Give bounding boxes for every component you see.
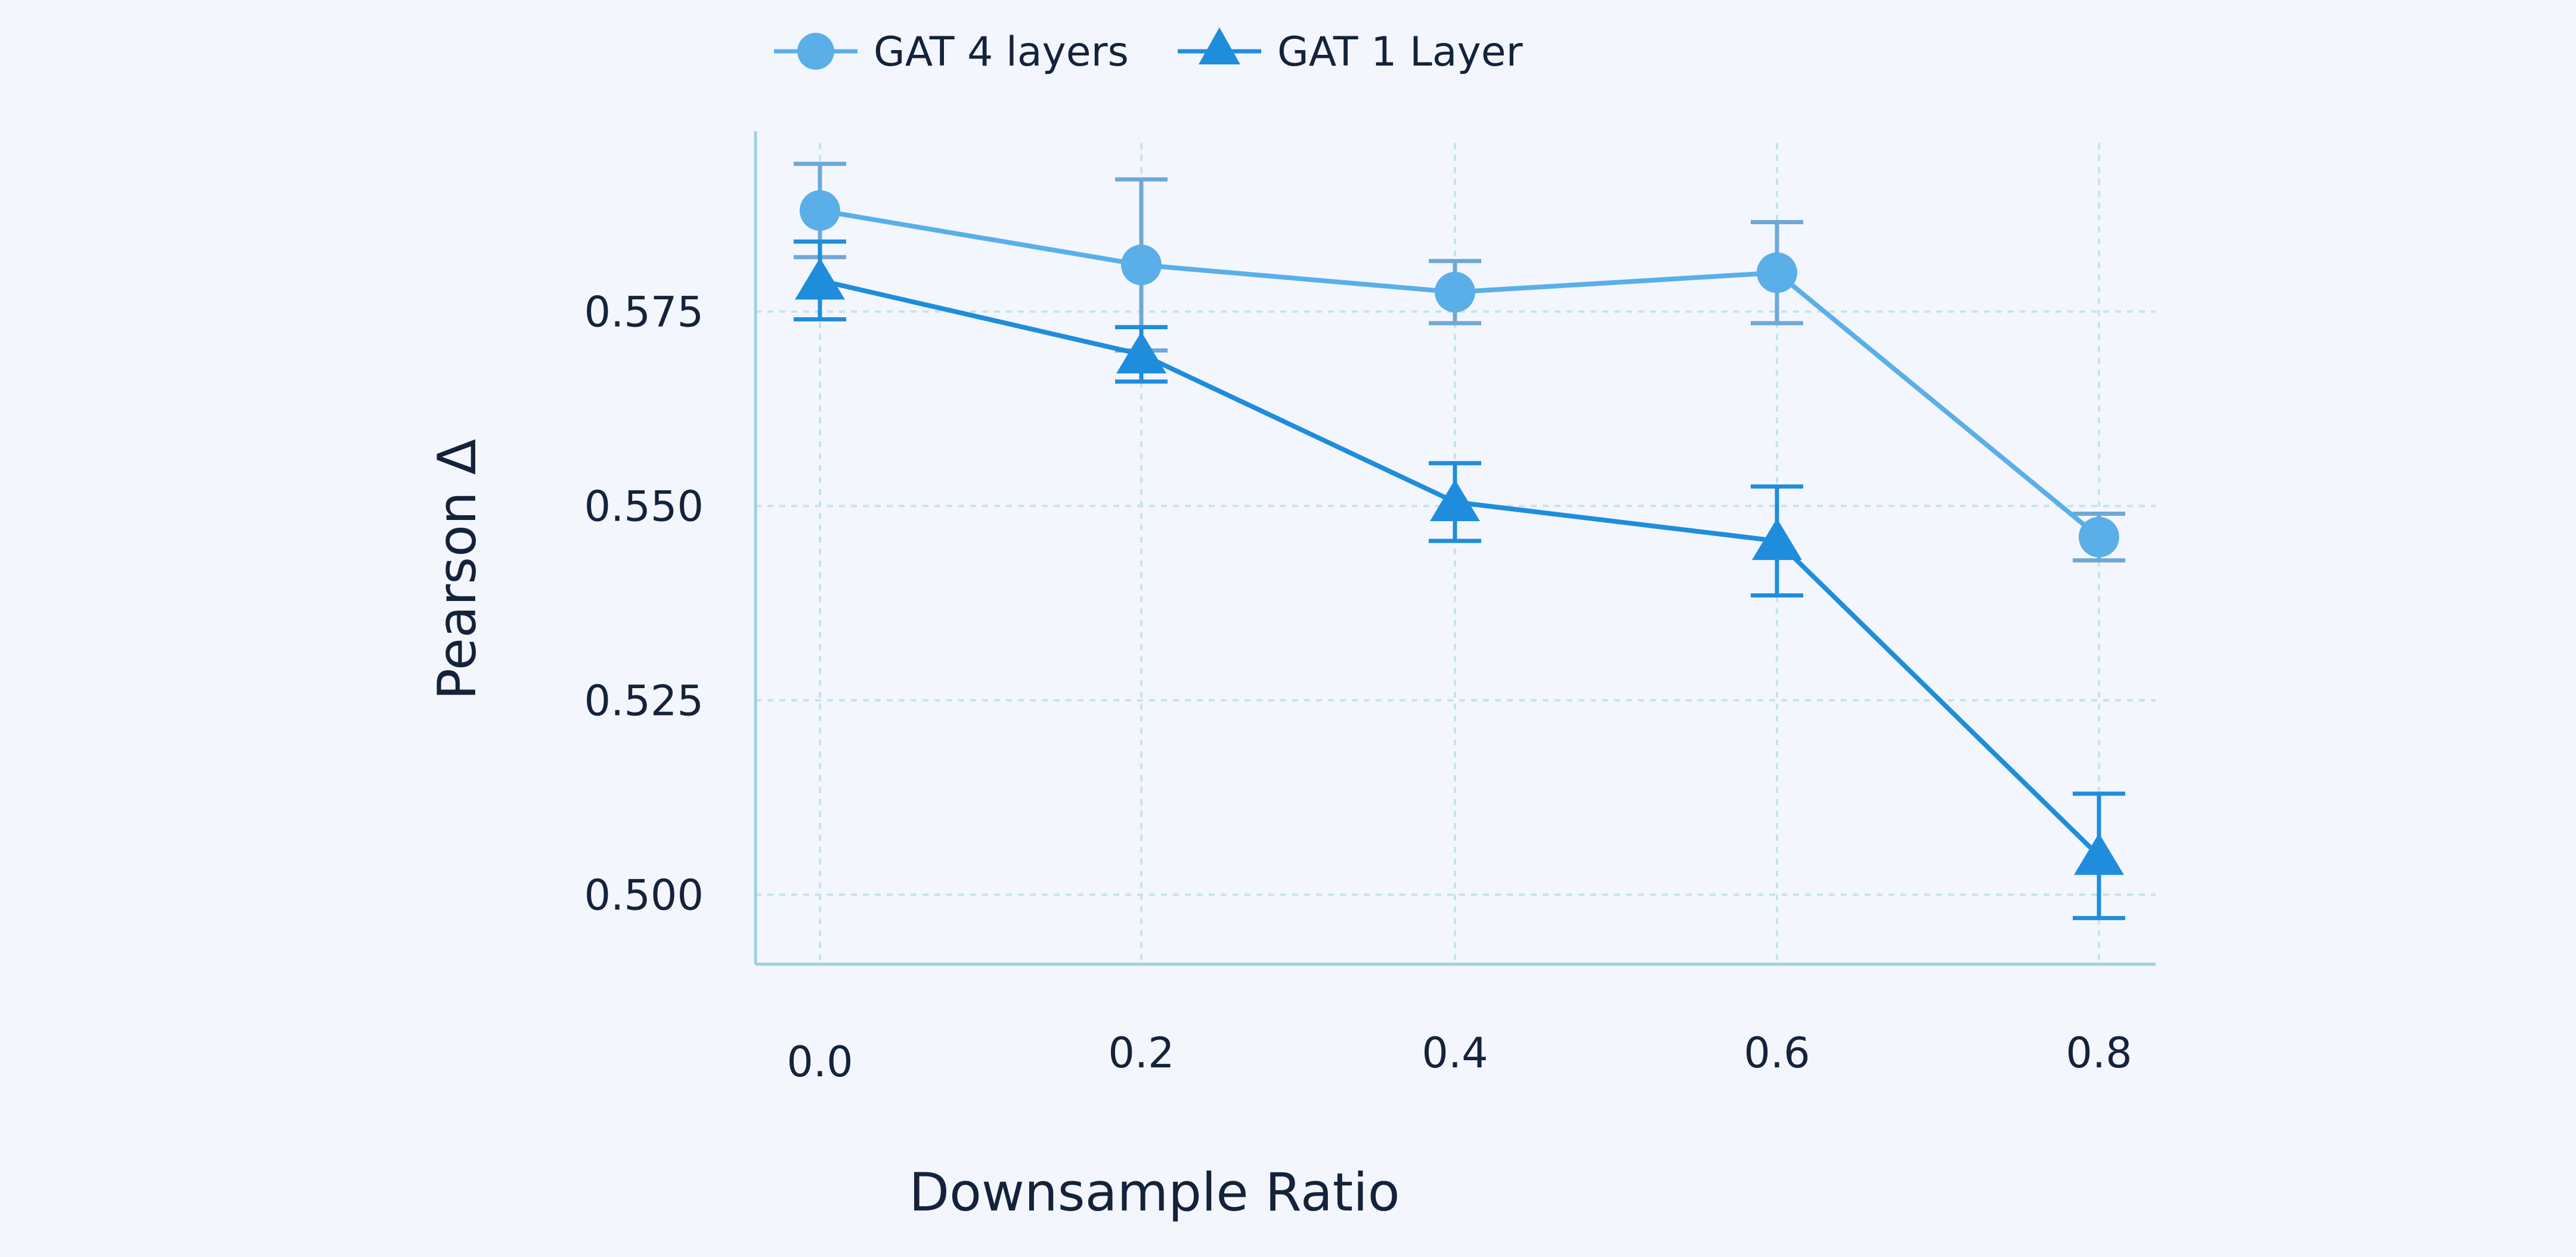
data-point [2074,833,2124,875]
x-tick-label: 0.2 [1108,1029,1174,1078]
y-tick-label: 0.500 [584,871,704,920]
series-gat-1-layer [794,239,2125,921]
x-tick-labels: 0.0 0.2 0.4 0.6 0.8 [787,1029,2132,1086]
x-tick-label: 0.4 [1422,1029,1488,1078]
x-tick-label: 0.8 [2066,1029,2132,1078]
y-tick-label: 0.575 [584,288,704,337]
y-tick-label: 0.550 [584,482,704,531]
data-point [800,190,840,231]
y-tick-labels: 0.500 0.525 0.550 0.575 [584,288,704,920]
legend: GAT 4 layers GAT 1 Layer [774,27,1523,76]
series-layer [794,162,2125,921]
x-tick-label: 0.6 [1744,1029,1810,1078]
data-point [1121,244,1162,286]
series-gat-4-layers [794,162,2125,563]
data-point [2079,516,2119,558]
data-point [795,258,845,300]
x-tick-label: 0.0 [787,1038,853,1086]
legend-item-gat-4-layers: GAT 4 layers [774,29,1129,76]
legend-label-gat-1-layer: GAT 1 Layer [1277,29,1523,76]
data-point [1116,332,1166,374]
data-point [1752,518,1802,561]
data-point [1757,252,1797,293]
data-point [1430,479,1480,521]
legend-item-gat-1-layer: GAT 1 Layer [1178,27,1523,76]
data-point [1435,271,1475,312]
legend-label-gat-4-layers: GAT 4 layers [874,29,1129,76]
x-axis-label: Downsample Ratio [909,1162,1400,1223]
legend-marker-triangle [1199,27,1240,64]
legend-marker-circle [797,33,834,70]
y-axis-label: Pearson Δ [426,439,488,700]
y-tick-label: 0.525 [584,677,704,726]
